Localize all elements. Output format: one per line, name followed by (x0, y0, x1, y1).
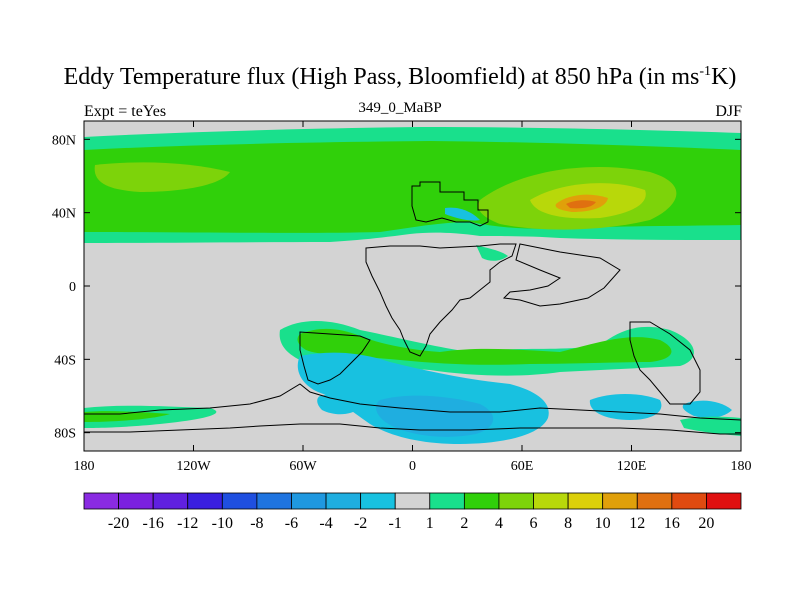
lat-tick-label: 80S (54, 427, 76, 442)
coastline-south-america (299, 331, 371, 385)
colorbar-swatch (83, 492, 119, 510)
colorbar-swatch (325, 492, 362, 510)
season-label: DJF (715, 103, 742, 120)
lon-tick-label: 120W (176, 459, 211, 474)
coastline-europe (411, 181, 489, 227)
coastline-southern-edge (84, 423, 741, 435)
colorbar-label: 6 (530, 515, 538, 532)
colorbar-label: -1 (389, 515, 402, 532)
colorbar-label: 16 (664, 515, 680, 532)
nh-yellowgreen-west (94, 162, 230, 192)
sh-band-west-core (297, 328, 672, 365)
colorbar-label: -20 (108, 515, 129, 532)
colorbar-label: -8 (250, 515, 263, 532)
colorbar-label: 10 (595, 515, 611, 532)
lat-tick-label: 40S (54, 353, 76, 368)
colorbar-label: 12 (629, 515, 645, 532)
colorbar-label: -16 (142, 515, 163, 532)
longitude-axis: 180 120W 60W 0 60E 120E 180 (74, 121, 752, 474)
coastline-antarctica (84, 383, 742, 421)
lon-tick-label: 120E (617, 459, 647, 474)
colorbar-swatch (602, 492, 638, 510)
sh-blue-west (317, 394, 360, 415)
nh-orange-core (566, 200, 596, 209)
lon-tick-label: 180 (731, 459, 752, 474)
colorbar-swatch (671, 492, 707, 510)
lon-tick-label: 180 (74, 459, 95, 474)
colorbar-label: -4 (319, 515, 332, 532)
colorbar-swatch (533, 492, 569, 510)
colorbar-label: 20 (698, 515, 714, 532)
colorbar-swatch (636, 492, 673, 510)
colorbar-swatch (567, 492, 604, 510)
colorbar-swatch (360, 492, 396, 510)
lon-tick-label: 60E (511, 459, 534, 474)
lat-tick-label: 0 (69, 280, 76, 295)
colorbar-swatch (498, 492, 534, 510)
chart-subtitle: 349_0_MaBP (358, 100, 442, 116)
med-negative (445, 207, 480, 221)
colorbar-swatch (221, 492, 258, 510)
colorbar-label: 2 (460, 515, 468, 532)
colorbar: -20 -16 -12 -10 -8 -6 -4 -2 -1 1 2 4 6 8 10 12 16 20 (83, 492, 742, 532)
coastline-asia (502, 243, 621, 307)
colorbar-swatch (706, 492, 742, 510)
coastline-africa (365, 243, 517, 357)
colorbar-label: 8 (564, 515, 572, 532)
colorbar-swatch (152, 492, 189, 510)
colorbar-swatch (463, 492, 500, 510)
arabia-blob (476, 245, 508, 261)
colorbar-label: -2 (354, 515, 367, 532)
sh-blue-far-east (682, 400, 732, 418)
colorbar-swatch (256, 492, 292, 510)
colorbar-label: -10 (212, 515, 233, 532)
lon-tick-label: 60W (289, 459, 317, 474)
colorbar-swatch (291, 492, 327, 510)
colorbar-swatch (118, 492, 154, 510)
colorbar-swatch (394, 492, 431, 510)
colorbar-swatch (429, 492, 465, 510)
sh-south-band-east (680, 416, 741, 436)
colorbar-label: -6 (285, 515, 298, 532)
lat-tick-label: 80N (52, 133, 76, 148)
coastline-australia (629, 321, 701, 405)
latitude-axis: 80N 40N 0 40S 80S (52, 133, 741, 442)
experiment-label: Expt = teYes (84, 103, 167, 120)
coastlines (84, 181, 742, 435)
colorbar-label: 4 (495, 515, 503, 532)
colorbar-label: 1 (426, 515, 434, 532)
colorbar-label: -12 (177, 515, 198, 532)
sh-blue-inner (376, 395, 494, 437)
chart-title: Eddy Temperature flux (High Pass, Bloomf… (63, 64, 737, 90)
lat-tick-label: 40N (52, 207, 76, 222)
colorbar-swatch (187, 492, 223, 510)
lon-tick-label: 0 (409, 459, 416, 474)
